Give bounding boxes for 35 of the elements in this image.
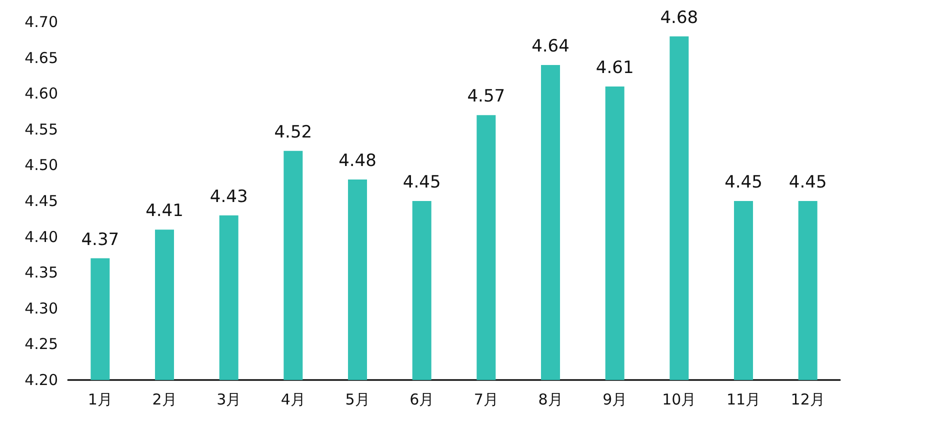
data-label: 4.45	[402, 172, 441, 192]
data-label: 4.43	[210, 186, 248, 207]
data-label: 4.57	[467, 86, 506, 107]
y-tick-label: 4.55	[24, 120, 58, 138]
data-label: 4.45	[788, 172, 827, 192]
x-tick-label: 3月	[216, 390, 242, 408]
x-tick-label: 5月	[345, 390, 370, 408]
y-tick-label: 4.45	[24, 192, 58, 210]
x-tick-label: 12月	[790, 390, 825, 408]
x-tick-label: 9月	[602, 390, 628, 408]
y-tick-label: 4.70	[24, 13, 58, 31]
data-label: 4.52	[274, 122, 312, 142]
x-tick-label: 8月	[538, 390, 563, 408]
data-label: 4.61	[596, 58, 634, 78]
data-label: 4.45	[724, 172, 762, 192]
data-label: 4.41	[146, 201, 184, 222]
data-label: 4.37	[81, 230, 120, 250]
y-tick-label: 4.40	[24, 228, 58, 246]
x-tick-label: 10月	[662, 390, 696, 408]
data-label: 4.68	[660, 8, 698, 28]
y-tick-label: 4.25	[24, 335, 58, 354]
y-tick-label: 4.35	[24, 264, 58, 282]
y-tick-label: 4.60	[24, 84, 58, 103]
x-tick-label: 2月	[152, 390, 177, 408]
x-tick-label: 6月	[410, 390, 434, 408]
x-tick-label: 11月	[726, 390, 761, 408]
y-tick-label: 4.50	[24, 156, 58, 174]
x-tick-label: 7月	[474, 390, 498, 408]
y-tick-label: 4.20	[24, 371, 58, 389]
y-tick-label: 4.30	[24, 299, 58, 318]
x-tick-label: 4月	[280, 390, 306, 408]
data-label: 4.64	[532, 36, 570, 56]
data-label: 4.48	[338, 151, 376, 172]
x-tick-label: 1月	[88, 390, 112, 408]
y-tick-label: 4.65	[24, 48, 58, 67]
